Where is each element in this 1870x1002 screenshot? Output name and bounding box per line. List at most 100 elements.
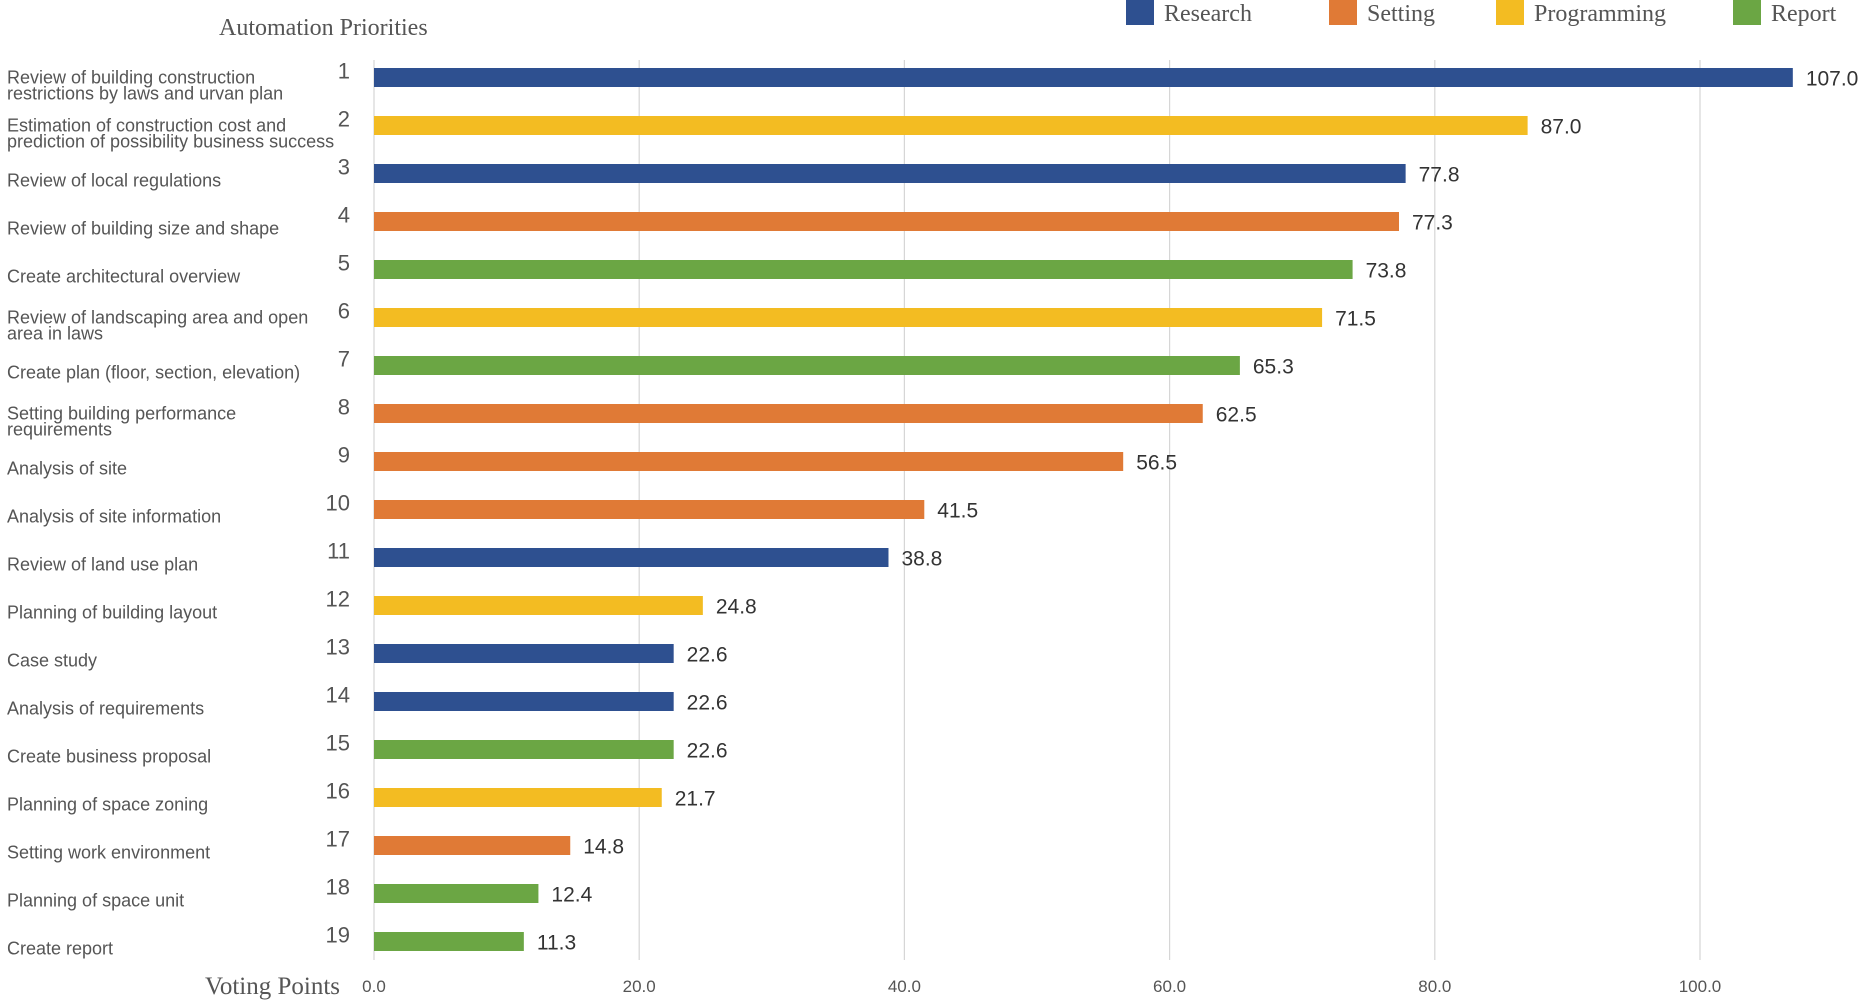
- data-label: 38.8: [901, 548, 942, 571]
- category-label: Review of local regulations: [7, 171, 221, 191]
- category-label: Create architectural overview: [7, 267, 241, 287]
- category-label: Planning of space zoning: [7, 795, 208, 815]
- legend-entry: Research: [1164, 1, 1252, 27]
- bar: [374, 260, 1353, 279]
- rank-number: 12: [326, 587, 350, 612]
- rank-number: 13: [326, 635, 350, 660]
- x-tick-label: 20.0: [623, 977, 656, 996]
- rank-number: 3: [338, 155, 350, 180]
- category-label: Review of building construction: [7, 68, 255, 88]
- data-label: 107.0: [1806, 68, 1859, 91]
- category-label: prediction of possibility business succe…: [7, 132, 334, 152]
- data-label: 77.3: [1412, 212, 1453, 235]
- rank-number: 16: [326, 779, 350, 804]
- category-label: Planning of space unit: [7, 891, 184, 911]
- category-label: Planning of building layout: [7, 603, 217, 623]
- data-label: 22.6: [687, 644, 728, 667]
- chart-title: Automation Priorities: [219, 15, 428, 41]
- category-label: requirements: [7, 420, 112, 440]
- category-labels: Review of building constructionrestricti…: [7, 68, 334, 959]
- data-label: 22.6: [687, 740, 728, 763]
- bar: [374, 68, 1793, 87]
- rank-number: 17: [326, 827, 350, 852]
- data-label: 77.8: [1419, 164, 1460, 187]
- legend-swatch: [1329, 0, 1357, 25]
- category-label: area in laws: [7, 324, 103, 344]
- bar: [374, 452, 1124, 471]
- bar: [374, 692, 674, 711]
- value-labels: 107.0 87.0 77.8 77.3 73.8 71.5 65.3 62.5 56.5 41.…: [537, 68, 1859, 955]
- data-label: 24.8: [716, 596, 757, 619]
- data-label: 87.0: [1541, 116, 1582, 139]
- rank-number: 10: [326, 491, 350, 516]
- bar: [374, 788, 662, 807]
- x-axis-label: Voting Points: [205, 973, 340, 1000]
- bar: [374, 308, 1323, 327]
- bar: [374, 500, 925, 519]
- rank-number: 8: [338, 395, 350, 420]
- x-tick-label: 60.0: [1153, 977, 1186, 996]
- x-tick-labels: 0.0 20.0 40.0 60.0 80.0 100.0: [362, 977, 1721, 996]
- category-label: Create report: [7, 939, 113, 959]
- legend-entry: Programming: [1534, 1, 1666, 27]
- rank-number: 7: [338, 347, 350, 372]
- category-label: Setting building performance: [7, 404, 236, 424]
- bar: [374, 644, 674, 663]
- rank-number: 5: [338, 251, 350, 276]
- bar: [374, 116, 1528, 135]
- data-label: 56.5: [1136, 452, 1177, 475]
- rank-number: 19: [326, 923, 350, 948]
- legend-entry: Setting: [1367, 1, 1435, 27]
- legend-swatch: [1496, 0, 1524, 25]
- rank-number: 4: [338, 203, 350, 228]
- bar: [374, 164, 1406, 183]
- data-label: 14.8: [583, 836, 624, 859]
- bar: [374, 356, 1240, 375]
- data-label: 12.4: [551, 884, 592, 907]
- rank-number: 1: [338, 59, 350, 84]
- bar: [374, 932, 524, 951]
- data-label: 65.3: [1253, 356, 1294, 379]
- rank-number: 18: [326, 875, 350, 900]
- legend-entry: Report: [1771, 1, 1837, 27]
- category-label: Analysis of site information: [7, 507, 221, 527]
- bar: [374, 404, 1203, 423]
- category-label: Review of land use plan: [7, 555, 198, 575]
- x-tick-label: 80.0: [1418, 977, 1451, 996]
- category-label: Estimation of construction cost and: [7, 116, 286, 136]
- x-tick-label: 0.0: [362, 977, 386, 996]
- bar: [374, 596, 703, 615]
- rank-number: 14: [326, 683, 350, 708]
- rank-number: 11: [327, 539, 350, 564]
- data-label: 21.7: [675, 788, 716, 811]
- data-label: 73.8: [1366, 260, 1407, 283]
- x-tick-label: 100.0: [1679, 977, 1722, 996]
- rank-number: 6: [338, 299, 350, 324]
- data-label: 71.5: [1335, 308, 1376, 331]
- category-label: Analysis of requirements: [7, 699, 204, 719]
- category-label: restrictions by laws and urvan plan: [7, 84, 283, 104]
- bar: [374, 836, 571, 855]
- category-label: Analysis of site: [7, 459, 127, 479]
- legend: Research Setting Programming Report: [1126, 0, 1837, 27]
- category-label: Review of landscaping area and open: [7, 308, 308, 328]
- rank-number: 15: [326, 731, 350, 756]
- category-label: Create plan (floor, section, elevation): [7, 363, 300, 383]
- x-tick-label: 40.0: [888, 977, 921, 996]
- category-label: Create business proposal: [7, 747, 211, 767]
- bars: [374, 68, 1793, 951]
- data-label: 11.3: [537, 932, 576, 955]
- bar: [374, 212, 1399, 231]
- category-label: Case study: [7, 651, 97, 671]
- data-label: 22.6: [687, 692, 728, 715]
- legend-swatch: [1733, 0, 1761, 25]
- category-label: Review of building size and shape: [7, 219, 279, 239]
- rank-number: 2: [338, 107, 350, 132]
- legend-swatch: [1126, 0, 1154, 25]
- bar: [374, 548, 889, 567]
- bar: [374, 740, 674, 759]
- category-label: Setting work environment: [7, 843, 210, 863]
- data-label: 62.5: [1216, 404, 1257, 427]
